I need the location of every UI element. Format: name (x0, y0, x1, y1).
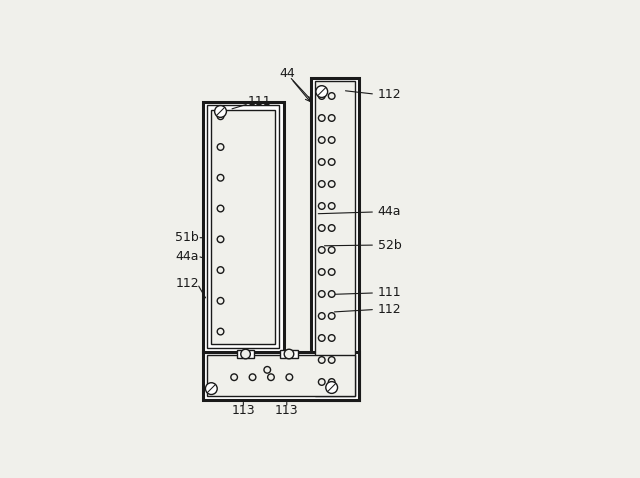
Circle shape (205, 383, 217, 394)
Bar (211, 109, 275, 344)
Text: 44: 44 (280, 67, 296, 80)
Circle shape (217, 144, 224, 150)
Circle shape (328, 379, 335, 385)
Bar (280, 350, 298, 358)
Circle shape (316, 86, 328, 98)
Text: 52b: 52b (378, 239, 401, 251)
Circle shape (319, 291, 325, 297)
Circle shape (328, 335, 335, 341)
Bar (312, 77, 359, 400)
Circle shape (217, 267, 224, 273)
Circle shape (319, 225, 325, 231)
Circle shape (326, 381, 337, 393)
Text: 112: 112 (175, 277, 199, 290)
Bar (237, 350, 254, 358)
Bar (207, 356, 355, 396)
Circle shape (319, 357, 325, 363)
Circle shape (328, 137, 335, 143)
Circle shape (319, 115, 325, 121)
Circle shape (319, 203, 325, 209)
Circle shape (231, 374, 237, 380)
Circle shape (328, 247, 335, 253)
Circle shape (217, 297, 224, 304)
Circle shape (319, 93, 325, 99)
Circle shape (328, 357, 335, 363)
Circle shape (328, 225, 335, 231)
Circle shape (217, 236, 224, 243)
Bar (207, 105, 280, 348)
Text: 44a: 44a (175, 250, 199, 262)
Circle shape (319, 313, 325, 319)
Circle shape (217, 113, 224, 120)
Text: 111: 111 (248, 95, 272, 108)
Text: 112: 112 (378, 87, 401, 101)
Text: 51b: 51b (175, 231, 199, 244)
Circle shape (319, 181, 325, 187)
Circle shape (217, 328, 224, 335)
Text: 112: 112 (378, 303, 401, 316)
Bar (316, 81, 355, 396)
Bar (203, 101, 284, 352)
Circle shape (319, 379, 325, 385)
Circle shape (328, 93, 335, 99)
Circle shape (319, 247, 325, 253)
Circle shape (319, 269, 325, 275)
Circle shape (264, 367, 271, 373)
Circle shape (284, 349, 294, 359)
Circle shape (249, 374, 256, 380)
Bar (203, 352, 359, 400)
Circle shape (268, 374, 275, 380)
Circle shape (319, 159, 325, 165)
Circle shape (328, 115, 335, 121)
Text: 44a: 44a (378, 206, 401, 218)
Circle shape (319, 137, 325, 143)
Circle shape (319, 335, 325, 341)
Circle shape (217, 205, 224, 212)
Circle shape (241, 349, 250, 359)
Text: 113: 113 (275, 404, 299, 417)
Circle shape (328, 269, 335, 275)
Circle shape (328, 181, 335, 187)
Circle shape (286, 374, 292, 380)
Text: 111: 111 (378, 286, 401, 299)
Circle shape (214, 106, 227, 118)
Circle shape (217, 174, 224, 181)
Text: 113: 113 (232, 404, 255, 417)
Circle shape (328, 291, 335, 297)
Circle shape (328, 313, 335, 319)
Circle shape (328, 159, 335, 165)
Circle shape (328, 203, 335, 209)
